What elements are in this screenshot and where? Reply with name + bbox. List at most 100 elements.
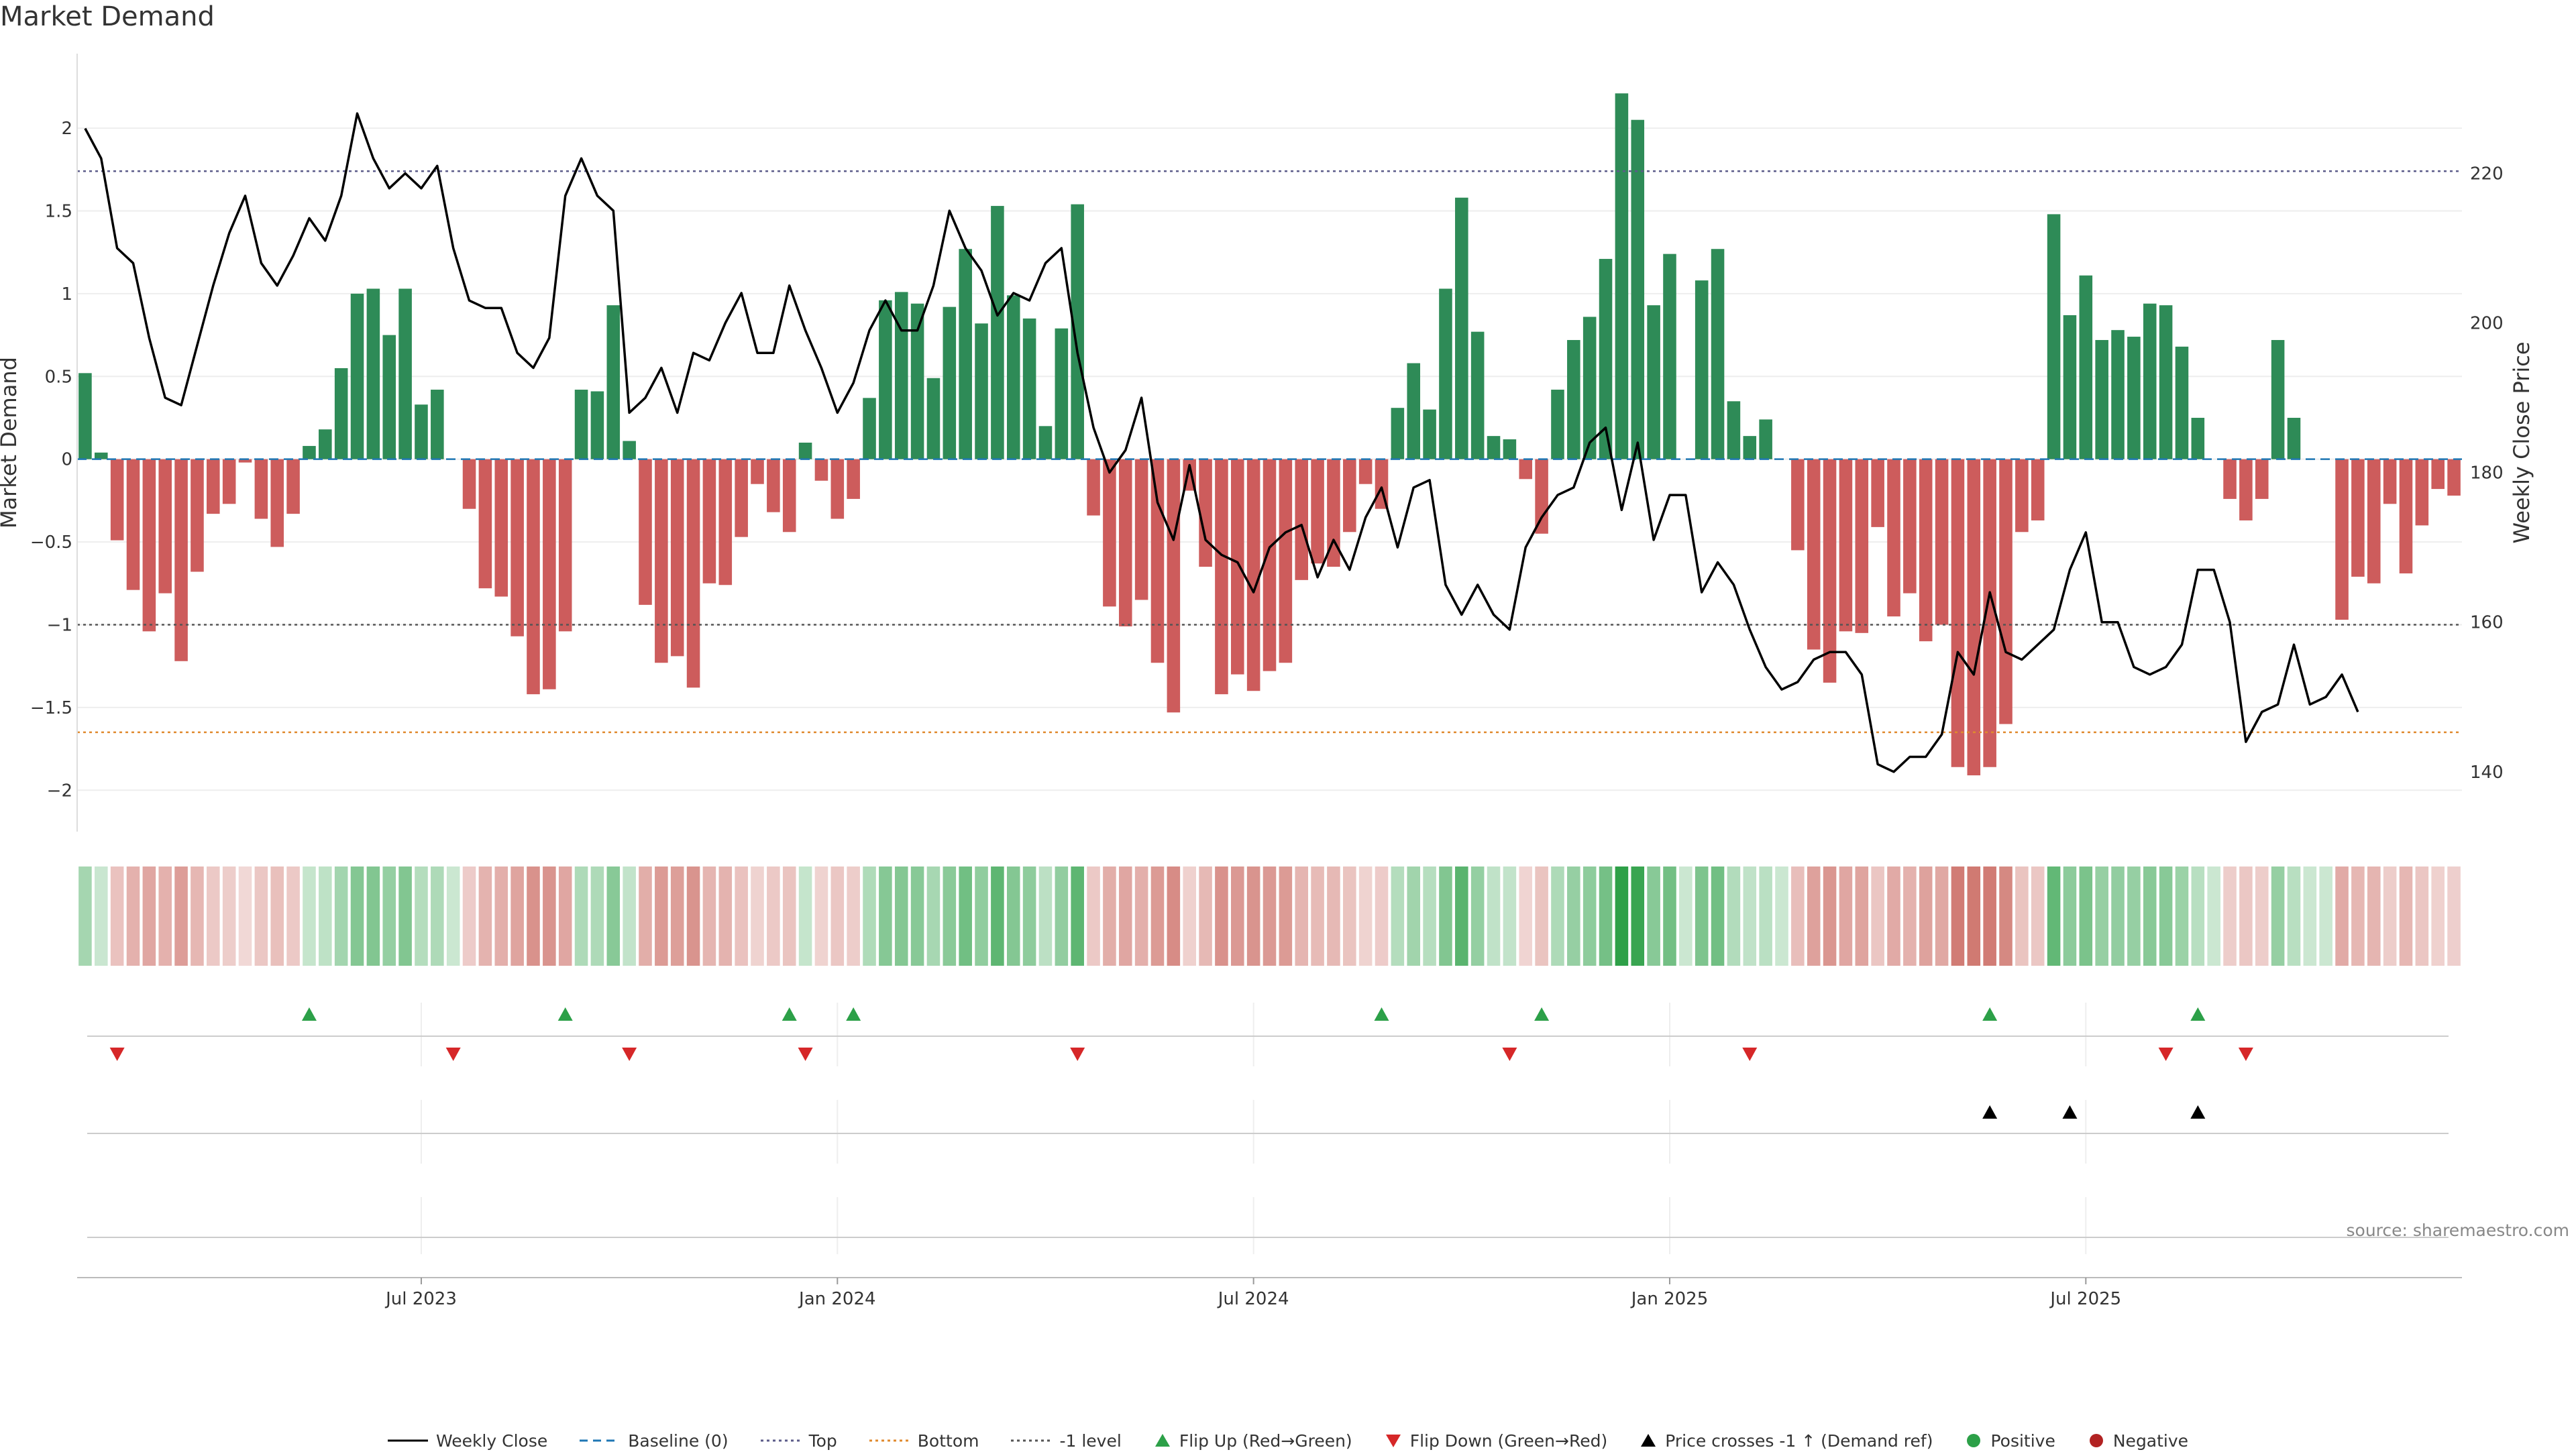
heat-strip-cell xyxy=(2207,866,2220,966)
heat-strip-cell xyxy=(1343,866,1356,966)
demand-bar xyxy=(286,459,300,514)
heat-strip-cell xyxy=(1247,866,1260,966)
legend-label: Negative xyxy=(2113,1431,2188,1451)
y-tick-label: −1 xyxy=(47,615,72,635)
legend-label: -1 level xyxy=(1059,1431,1121,1451)
demand-bar xyxy=(1439,288,1452,459)
demand-bar xyxy=(2095,340,2108,459)
demand-bar xyxy=(863,398,876,459)
demand-bar xyxy=(1391,408,1405,459)
demand-bar xyxy=(1951,459,1965,767)
demand-bar xyxy=(959,249,972,459)
heat-strip-cell xyxy=(2080,866,2093,966)
demand-bar xyxy=(1055,329,1069,459)
legend-item: -1 level xyxy=(1011,1431,1121,1451)
heat-strip-cell xyxy=(127,866,140,966)
legend-label: Weekly Close xyxy=(436,1431,547,1451)
demand-bar xyxy=(2192,418,2205,459)
heat-strip-cell xyxy=(639,866,652,966)
legend-label: Flip Up (Red→Green) xyxy=(1179,1431,1352,1451)
heat-strip-cell xyxy=(879,866,892,966)
heat-strip-cell xyxy=(1695,866,1709,966)
demand-bar xyxy=(2383,459,2397,504)
heat-strip-cell xyxy=(1503,866,1517,966)
flip-up-marker xyxy=(1982,1007,1997,1021)
heat-strip-cell xyxy=(1583,866,1597,966)
demand-bar xyxy=(606,305,620,459)
demand-bar xyxy=(158,459,172,594)
heat-strip-cell xyxy=(655,866,668,966)
demand-bar xyxy=(303,446,316,459)
y2-tick-label: 200 xyxy=(2470,314,2504,334)
heat-strip-cell xyxy=(1519,866,1532,966)
demand-bar xyxy=(2400,459,2413,573)
heat-strip-cell xyxy=(1455,866,1468,966)
demand-bar xyxy=(1359,459,1373,484)
demand-bars xyxy=(78,93,2461,775)
heat-strip-cell xyxy=(1807,866,1821,966)
flip-down-marker xyxy=(1502,1048,1517,1061)
demand-bar xyxy=(1887,459,1900,616)
demand-bar xyxy=(2143,304,2157,459)
legend-item: Weekly Close xyxy=(388,1431,547,1451)
heat-strip-cell xyxy=(1151,866,1165,966)
demand-bar xyxy=(991,206,1004,459)
y-tick-label: −0.5 xyxy=(30,533,72,553)
demand-bar xyxy=(735,459,748,537)
price-cross-marker xyxy=(2190,1105,2205,1119)
heat-strip-cell xyxy=(927,866,941,966)
price-cross-marker xyxy=(2062,1105,2077,1119)
flip-down-marker xyxy=(2159,1048,2174,1061)
flip-up-marker xyxy=(1534,1007,1549,1021)
legend-swatch xyxy=(2088,1432,2105,1449)
demand-bar xyxy=(1231,459,1244,675)
heat-strip-cell xyxy=(494,866,508,966)
heat-strip-cell xyxy=(1968,866,1981,966)
heat-strip-cell xyxy=(831,866,845,966)
demand-bar xyxy=(78,373,92,459)
heat-strip-cell xyxy=(895,866,908,966)
flip-up-marker xyxy=(558,1007,573,1021)
demand-bar xyxy=(591,391,604,459)
grid-layer xyxy=(77,128,2462,1254)
demand-bar xyxy=(479,459,492,589)
heat-strip-cell xyxy=(2400,866,2413,966)
heat-strip-cell xyxy=(2111,866,2125,966)
legend-label: Bottom xyxy=(918,1431,979,1451)
demand-bar xyxy=(1695,280,1709,459)
demand-bar xyxy=(2351,459,2365,577)
demand-bar xyxy=(559,459,572,632)
demand-bar xyxy=(2239,459,2253,520)
heat-strip-cell xyxy=(1087,866,1100,966)
legend-swatch xyxy=(1965,1432,1982,1449)
legend-swatch xyxy=(1640,1432,1657,1449)
heat-strip-cell xyxy=(559,866,572,966)
heat-strip-cell xyxy=(1183,866,1196,966)
heat-strip-cell xyxy=(1599,866,1613,966)
demand-bar xyxy=(415,404,428,459)
flip-down-marker xyxy=(110,1048,125,1061)
demand-bar xyxy=(831,459,845,519)
heat-strip-cell xyxy=(303,866,316,966)
demand-bar xyxy=(2015,459,2029,533)
x-tick-label: Jul 2023 xyxy=(384,1289,457,1309)
y-tick-label: 2 xyxy=(61,119,72,139)
flip-up-marker xyxy=(2190,1007,2205,1021)
demand-bar xyxy=(1007,295,1020,459)
demand-bar xyxy=(575,390,588,459)
heat-strip-cell xyxy=(863,866,876,966)
heat-strip-cell xyxy=(575,866,588,966)
heat-strip-cell xyxy=(847,866,860,966)
flip-up-marker xyxy=(302,1007,317,1021)
legend-item: Top xyxy=(761,1431,837,1451)
heat-strip-cell xyxy=(543,866,556,966)
source-note: source: sharemaestro.com xyxy=(2347,1221,2570,1240)
heat-strip-cell xyxy=(703,866,716,966)
heat-strip-cell xyxy=(1119,866,1132,966)
heat-strip-cell xyxy=(1679,866,1693,966)
heat-strip-cell xyxy=(1615,866,1629,966)
heat-strip-cell xyxy=(991,866,1004,966)
demand-bar xyxy=(1823,459,1837,683)
heat-strip-cell xyxy=(1935,866,1949,966)
